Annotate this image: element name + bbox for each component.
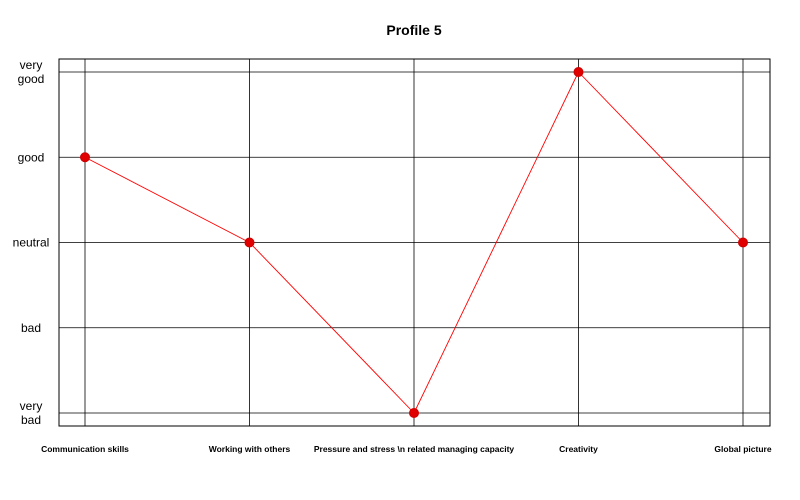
x-tick-label: Communication skills (41, 444, 129, 454)
data-point (573, 67, 584, 77)
series-segment (578, 71, 744, 243)
y-tick-label: very good (18, 58, 45, 86)
x-axis-labels: Communication skills Working with others P… (41, 444, 772, 454)
x-tick-label: Global picture (714, 444, 771, 454)
x-tick-label: Pressure and stress \n related managing … (314, 444, 515, 454)
series-layer (80, 67, 748, 418)
data-point (244, 237, 255, 248)
x-tick-label: Working with others (209, 444, 291, 454)
y-tick-label: very bad (20, 399, 43, 427)
chart-title: Profile 5 (386, 22, 441, 38)
x-tick-label: Creativity (559, 444, 598, 454)
data-point (409, 408, 419, 418)
data-point (80, 152, 90, 163)
grid-lines (59, 59, 770, 426)
series-segment (249, 242, 415, 414)
y-axis-labels: very bad bad neutral good very good (13, 58, 50, 427)
series-segment (84, 156, 250, 243)
y-tick-label: bad (21, 321, 41, 335)
data-point (738, 237, 748, 248)
y-tick-label: neutral (13, 236, 50, 250)
y-tick-label: good (18, 150, 45, 164)
series-segment (413, 71, 579, 414)
